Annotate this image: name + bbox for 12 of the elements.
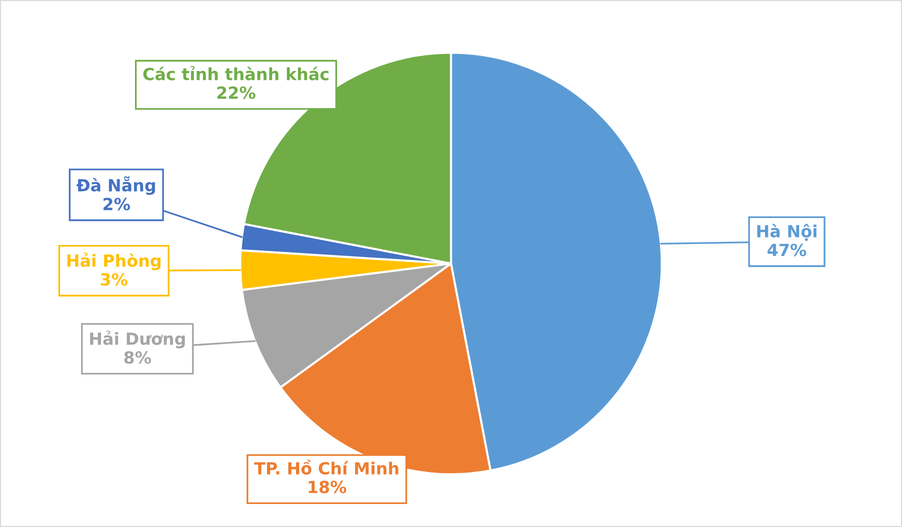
slice-label: Hải Dương <box>90 330 185 348</box>
data-label: 2% <box>104 198 130 210</box>
data-label: 8% <box>124 351 152 364</box>
slice-label: Hải Phòng <box>67 252 161 270</box>
data-label: 3% <box>100 273 128 286</box>
slice-label: Các tỉnh thành khác <box>143 66 328 80</box>
slice-label: Hà Nội <box>757 224 816 241</box>
data-label: 47% <box>768 244 806 256</box>
slice-label: Đà Nẵng <box>76 176 155 195</box>
slice-label: TP. Hồ Chí Minh <box>254 460 398 475</box>
data-label: 22% <box>217 86 256 99</box>
data-label: 18% <box>308 480 346 494</box>
